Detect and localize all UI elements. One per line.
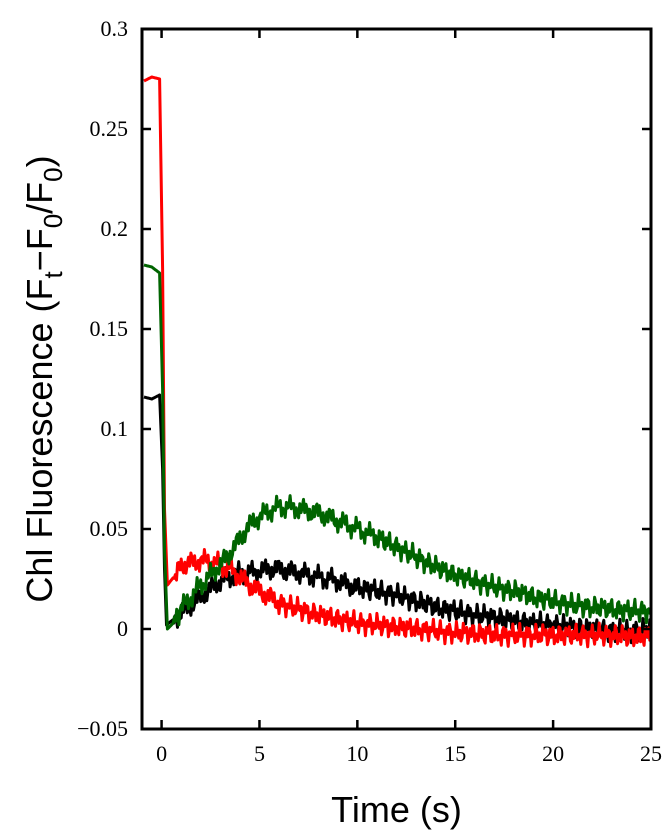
x-tick-label: 20	[542, 741, 564, 766]
y-axis-title-suffix: )	[19, 155, 60, 167]
x-tick-label: 5	[254, 741, 265, 766]
y-axis-title-mid: −F	[19, 228, 60, 271]
series-line-3	[143, 263, 653, 631]
y-tick-label: 0.05	[90, 516, 129, 541]
y-axis-title-sub-t: t	[38, 271, 68, 279]
y-axis-title-mid2: /F	[19, 182, 60, 214]
y-tick-label: 0.2	[101, 216, 129, 241]
y-tick-label: 0	[117, 616, 128, 641]
y-axis-title: Chl Fluorescence (Ft−F0/F0)	[19, 155, 68, 602]
y-axis-title-sub-0a: 0	[38, 214, 68, 228]
y-tick-label: 0.15	[90, 316, 129, 341]
y-tick-label: −0.05	[77, 716, 128, 741]
y-axis-title-prefix: Chl Fluorescence (F	[19, 279, 60, 603]
y-axis-title-sub-0b: 0	[38, 167, 68, 181]
series-line-2	[143, 75, 653, 649]
series-layer	[143, 75, 653, 649]
x-axis-title: Time (s)	[331, 789, 462, 830]
y-tick-label: 0.1	[101, 416, 129, 441]
y-tick-label: 0.25	[90, 116, 129, 141]
y-tick-label: 0.3	[101, 16, 129, 41]
x-tick-label: 25	[640, 741, 662, 766]
x-tick-label: 0	[156, 741, 167, 766]
x-tick-label: 15	[444, 741, 466, 766]
x-tick-label: 10	[346, 741, 368, 766]
plot-frame	[140, 27, 653, 731]
tick-label-layer: 0 5 10 15 20 25 −0.05 0 0.05 0.1 0.15 0.2 0.25 0.3	[77, 16, 662, 766]
